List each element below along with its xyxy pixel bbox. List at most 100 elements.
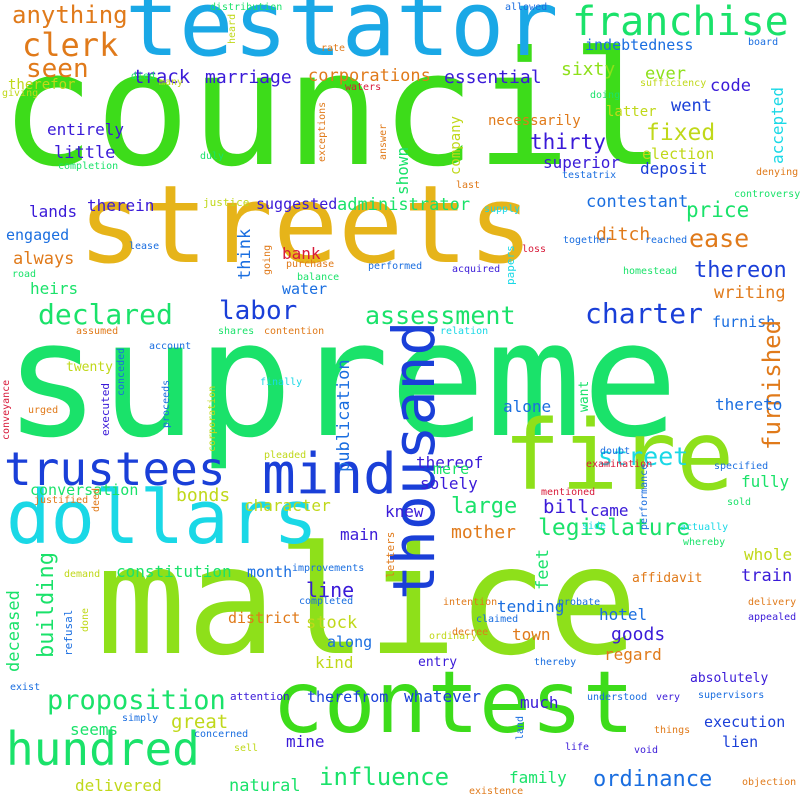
word-regard: regard (604, 645, 662, 664)
word-controversy: controversy (734, 189, 800, 200)
word-attention: attention (230, 690, 290, 703)
word-simply: simply (122, 713, 159, 724)
word-sell: sell (234, 743, 259, 754)
word-deposit: deposit (640, 159, 708, 178)
word-great: great (171, 711, 229, 733)
word-sixty: sixty (561, 59, 616, 80)
word-feet: feet (533, 549, 553, 590)
word-decree: decree (452, 627, 489, 638)
word-homestead: homestead (623, 266, 678, 277)
word-void: void (634, 745, 659, 756)
word-publication: publication (334, 359, 354, 472)
word-allowed: allowed (505, 2, 548, 13)
word-shares: shares (218, 326, 255, 337)
word-mind: mind (262, 442, 397, 507)
word-completed: completed (299, 596, 354, 607)
word-deceased: deceased (4, 590, 24, 672)
word-knew: knew (385, 502, 424, 521)
word-examination: examination (586, 459, 653, 470)
word-objection: objection (742, 777, 797, 788)
word-giving: giving (2, 88, 39, 99)
word-charter: charter (585, 297, 704, 330)
word-corporation: corporation (207, 385, 218, 452)
word-mother: mother (451, 522, 517, 543)
word-town: town (512, 625, 551, 644)
word-want: want (577, 380, 592, 412)
word-supervisors: supervisors (698, 690, 765, 701)
word-month: month (247, 563, 293, 581)
word-heirs: heirs (30, 279, 79, 298)
word-sufficiency: sufficiency (640, 78, 707, 89)
word-thirty: thirty (530, 130, 606, 154)
word-entirely: entirely (47, 120, 125, 139)
word-mere: mere (433, 460, 470, 478)
word-died: died (131, 71, 156, 82)
word-absolutely: absolutely (690, 671, 769, 686)
word-contest: contest (272, 653, 635, 753)
word-therefor: therefor (8, 77, 76, 93)
word-goods: goods (611, 624, 666, 645)
word-building: building (34, 552, 59, 658)
word-suggested: suggested (256, 195, 338, 213)
word-proceeds: proceeds (161, 379, 172, 428)
word-finally: finally (260, 377, 303, 388)
word-whole: whole (744, 545, 793, 564)
word-therefrom: therefrom (307, 688, 389, 706)
word-company: company (448, 115, 464, 175)
word-clerk: clerk (22, 26, 119, 64)
word-water: water (282, 280, 328, 298)
word-appealed: appealed (748, 612, 797, 623)
word-affidavit: affidavit (632, 571, 703, 586)
word-fully: fully (741, 472, 790, 491)
word-conveyance: conveyance (1, 379, 12, 440)
word-thereof: thereof (416, 453, 484, 472)
word-mine: mine (286, 732, 325, 751)
word-fixed: fixed (646, 120, 716, 146)
word-furnish: furnish (712, 313, 776, 331)
word-conversation: conversation (30, 481, 139, 499)
word-duly: duly (200, 151, 225, 162)
word-seen: seen (26, 54, 89, 84)
word-entry: entry (418, 655, 458, 670)
word-answer: answer (378, 123, 389, 160)
word-hotel: hotel (599, 605, 648, 624)
word-code: code (710, 76, 751, 96)
word-balance: balance (297, 272, 340, 283)
word-together: together (563, 235, 612, 246)
word-main: main (340, 525, 379, 544)
word-track: track (133, 66, 191, 88)
word-papers: papers (504, 245, 517, 285)
word-completion: completion (58, 161, 119, 172)
word-letters: letters (384, 531, 397, 578)
word-contestant: contestant (586, 192, 689, 212)
word-doing: doing (590, 90, 621, 101)
word-demand: demand (64, 569, 101, 580)
word-stock: stock (306, 613, 358, 633)
word-shown: shown (393, 146, 412, 195)
word-train: train (741, 566, 793, 586)
word-specified: specified (714, 461, 769, 472)
word-testator: testator (125, 0, 559, 77)
word-performance: performance (639, 463, 650, 530)
word-existence: existence (469, 786, 524, 797)
word-tending: tending (497, 597, 565, 616)
word-influence: influence (319, 763, 450, 791)
word-think: think (235, 228, 255, 280)
word-proposition: proposition (47, 685, 226, 716)
word-conceded: conceded (116, 347, 127, 396)
word-trustees: trustees (4, 442, 226, 496)
word-furnished: furnished (758, 319, 786, 450)
word-sold: sold (727, 497, 752, 508)
word-anything: anything (12, 1, 128, 29)
word-therein: therein (87, 196, 155, 215)
word-relation: relation (440, 326, 489, 337)
word-natural: natural (229, 776, 301, 796)
word-solely: solely (420, 474, 478, 493)
word-exceptions: exceptions (317, 101, 328, 162)
word-kind: kind (315, 653, 354, 672)
word-going: going (262, 244, 273, 275)
word-ditch: ditch (596, 224, 651, 245)
word-refusal: refusal (62, 609, 75, 656)
word-intention: intention (443, 597, 498, 608)
